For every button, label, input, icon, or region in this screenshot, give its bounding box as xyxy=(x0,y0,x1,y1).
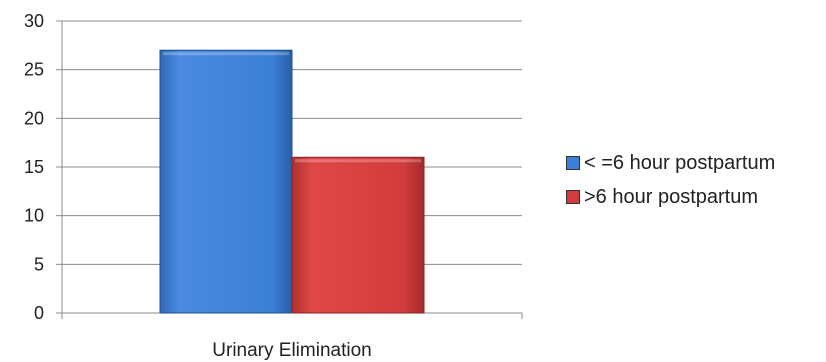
bar-bevel-highlight xyxy=(163,52,289,56)
y-tick-labels: 0 5 10 15 20 25 30 xyxy=(24,11,44,323)
y-tick-label: 15 xyxy=(24,157,44,177)
y-tick-label: 0 xyxy=(34,303,44,323)
legend-label-gt6: >6 hour postpartum xyxy=(584,185,758,208)
bar-gt6-hour xyxy=(291,156,425,314)
category-labels: Urinary Elimination xyxy=(212,340,371,361)
bars xyxy=(159,49,425,314)
legend-swatch-red xyxy=(566,190,580,204)
bar-le6-hour xyxy=(159,49,293,314)
legend: < =6 hour postpartum >6 hour postpartum xyxy=(566,146,775,214)
legend-swatch-blue xyxy=(566,156,580,170)
legend-label-le6: < =6 hour postpartum xyxy=(584,151,776,174)
y-tick-label: 5 xyxy=(34,254,44,274)
bar-bevel-highlight xyxy=(295,159,421,163)
y-tick-label: 10 xyxy=(24,206,44,226)
category-label: Urinary Elimination xyxy=(212,340,371,361)
legend-item-le6: < =6 hour postpartum xyxy=(566,146,775,180)
legend-item-gt6: >6 hour postpartum xyxy=(566,180,775,214)
y-tick-label: 30 xyxy=(24,11,44,31)
y-tick-label: 25 xyxy=(24,60,44,80)
y-tick-label: 20 xyxy=(24,108,44,128)
